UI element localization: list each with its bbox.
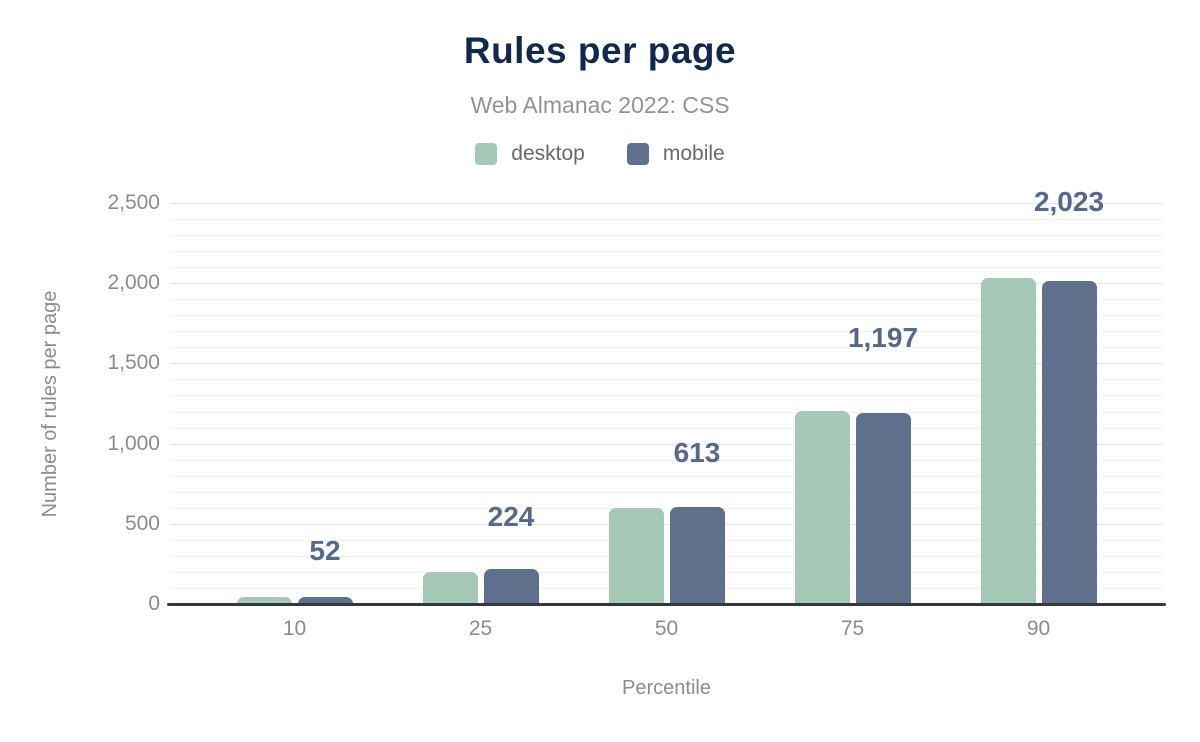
gridline-minor-400 <box>170 539 1163 541</box>
gridline-minor-1700 <box>170 331 1163 333</box>
gridline-minor-900 <box>170 459 1163 461</box>
gridline-minor-1900 <box>170 299 1163 301</box>
legend-item-desktop[interactable]: desktop <box>475 142 585 166</box>
gridline-major-2000 <box>170 283 1163 285</box>
value-label-50: 613 <box>673 436 721 468</box>
bar-mobile-75 <box>855 413 911 605</box>
gridline-minor-2100 <box>170 267 1163 269</box>
gridline-minor-2200 <box>170 251 1163 253</box>
y-tick-1500: 1,500 <box>107 351 160 375</box>
gridline-minor-1800 <box>170 315 1163 317</box>
value-label-90: 2,023 <box>1033 185 1105 217</box>
gridline-major-500 <box>170 523 1163 525</box>
chart-title: Rules per page <box>463 30 737 71</box>
x-axis-ticks: 10 25 50 75 90 <box>170 617 1163 647</box>
gridline-minor-1400 <box>170 379 1163 381</box>
x-tick-50: 50 <box>654 617 679 640</box>
mobile-swatch-icon <box>626 143 649 165</box>
x-tick-75: 75 <box>840 617 865 640</box>
x-axis-line <box>167 603 1166 606</box>
y-tick-1000: 1,000 <box>107 431 160 455</box>
y-tick-0: 0 <box>148 592 160 615</box>
bar-mobile-10 <box>297 596 353 605</box>
x-tick-25: 25 <box>468 617 493 640</box>
gridline-minor-1100 <box>170 427 1163 429</box>
value-label-10: 52 <box>309 534 341 566</box>
bar-mobile-50 <box>669 506 725 605</box>
bar-desktop-10 <box>236 597 292 605</box>
value-label-75: 1,197 <box>847 321 919 353</box>
gridline-minor-700 <box>170 491 1163 493</box>
gridline-major-2500 <box>170 203 1163 204</box>
chart-subtitle: Web Almanac 2022: CSS <box>470 92 730 118</box>
gridline-minor-2400 <box>170 219 1163 221</box>
legend-label-mobile: mobile <box>662 142 725 165</box>
x-tick-10: 10 <box>282 617 307 640</box>
gridline-minor-1600 <box>170 347 1163 349</box>
bar-desktop-25 <box>422 572 478 605</box>
plot-area: 52 224 613 1,197 2,023 <box>170 186 1163 605</box>
desktop-swatch-icon <box>475 143 498 165</box>
bar-mobile-25 <box>483 569 539 605</box>
bar-desktop-90 <box>980 277 1036 605</box>
gridline-minor-300 <box>170 555 1163 557</box>
y-tick-500: 500 <box>124 511 160 535</box>
legend-item-mobile[interactable]: mobile <box>626 142 725 166</box>
gridline-minor-100 <box>170 587 1163 589</box>
gridline-major-1000 <box>170 443 1163 445</box>
legend-label-desktop: desktop <box>511 142 585 165</box>
y-tick-2500: 2,500 <box>107 191 160 214</box>
y-tick-2000: 2,000 <box>107 271 160 295</box>
gridline-minor-200 <box>170 571 1163 573</box>
x-tick-90: 90 <box>1026 617 1051 640</box>
gridline-major-1500 <box>170 363 1163 365</box>
value-label-25: 224 <box>487 501 535 533</box>
gridline-minor-2300 <box>170 235 1163 237</box>
y-axis-ticks: 0 500 1,000 1,500 2,000 2,500 <box>0 191 160 615</box>
gridline-minor-600 <box>170 507 1163 509</box>
legend: desktop mobile <box>0 142 1200 166</box>
gridline-minor-1200 <box>170 411 1163 413</box>
x-axis-title: Percentile <box>622 677 711 699</box>
bar-desktop-75 <box>794 410 850 605</box>
bar-mobile-90 <box>1041 280 1097 605</box>
gridline-minor-800 <box>170 475 1163 477</box>
bar-desktop-50 <box>608 507 664 605</box>
gridline-minor-1300 <box>170 395 1163 397</box>
